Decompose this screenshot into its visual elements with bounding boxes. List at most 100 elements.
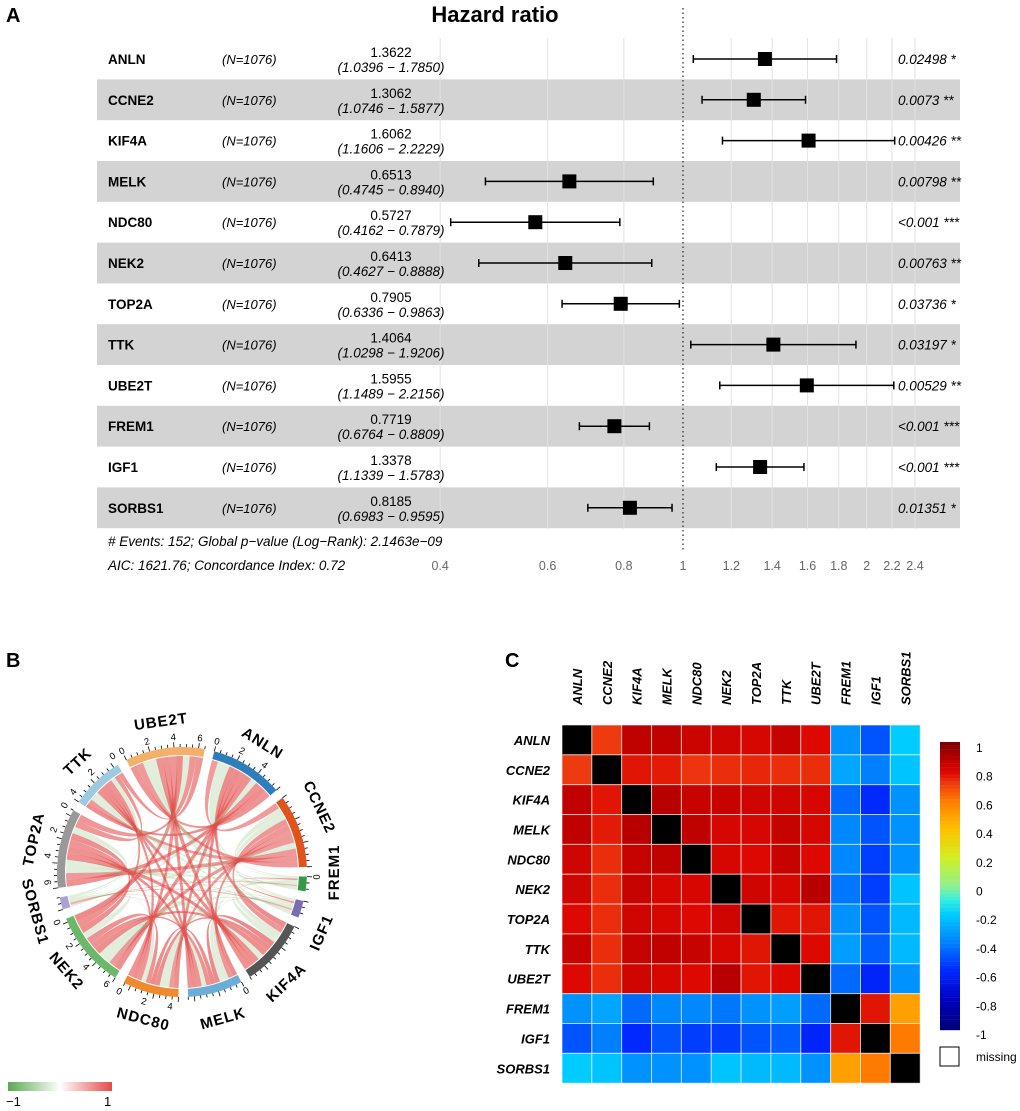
colorbar-tick: 0.2: [976, 856, 993, 870]
sector-tick: [206, 994, 208, 998]
heatmap-cell: [561, 754, 593, 786]
heatmap-cell: [710, 843, 742, 875]
sector-tick: [258, 768, 262, 774]
sector-tick-label: 0: [108, 751, 118, 763]
chord-link: [234, 879, 298, 938]
heatmap-cell: [889, 784, 921, 816]
heatmap-cell: [860, 963, 891, 995]
sector-tick: [231, 754, 234, 758]
colorbar-segment: [940, 922, 960, 926]
colorbar-segment: [940, 803, 960, 807]
colorbar-tick: -1: [976, 1028, 987, 1042]
sector-tick: [64, 819, 68, 822]
row-band: [97, 79, 960, 121]
sector-tick-label: 2: [143, 736, 151, 748]
forest-title: Hazard ratio: [431, 2, 558, 27]
colorbar-segment: [940, 756, 960, 761]
ci-value: (1.0396 − 1.7850): [338, 60, 445, 75]
sector-tick: [123, 982, 126, 987]
x-tick-label: 1.2: [723, 559, 740, 573]
heatmap-cell: [860, 784, 891, 816]
colorbar-segment: [940, 857, 960, 861]
heatmap-row-label: IGF1: [521, 1031, 550, 1046]
hr-value: 1.3622: [370, 45, 411, 60]
heatmap-col-label: TTK: [779, 678, 794, 705]
heatmap-cell: [710, 784, 742, 816]
sector-tick: [288, 937, 292, 940]
sector-tick: [273, 956, 277, 960]
colorbar-segment: [940, 886, 960, 890]
chord-sector: [297, 876, 307, 892]
chord-link: [70, 833, 131, 933]
heatmap-cell: [770, 933, 802, 965]
sector-tick: [73, 938, 77, 941]
colorbar-segment: [940, 810, 960, 815]
chord-link: [232, 819, 288, 933]
heatmap-cell: [770, 1023, 802, 1054]
colorbar-tick: 0.8: [976, 770, 993, 784]
heatmap-cell: [830, 1023, 862, 1054]
forest-footer-aic: AIC: 1621.76; Concordance Index: 0.72: [107, 558, 346, 573]
sector-label: ANLN: [238, 724, 286, 763]
n-label: (N=1076): [222, 174, 277, 189]
heatmap-col-label: CCNE2: [600, 660, 615, 705]
chord-link: [86, 913, 159, 984]
sector-tick-label: 2: [237, 745, 247, 757]
heatmap-cell: [860, 754, 891, 786]
sector-tick: [158, 994, 161, 999]
sector-tick-label: 0: [312, 874, 323, 880]
x-tick-label: 1.6: [799, 559, 816, 573]
heatmap-cell: [800, 873, 832, 905]
colorbar-segment: [940, 745, 960, 750]
sector-label: IGF1: [307, 912, 337, 953]
heatmap-cell: [651, 724, 682, 756]
sector-tick: [254, 973, 258, 977]
heatmap-cell: [710, 933, 742, 965]
sector-tick: [229, 987, 232, 991]
row-band: [97, 405, 960, 447]
p-value: 0.01351 *: [898, 501, 957, 516]
n-label: (N=1076): [222, 134, 277, 149]
heatmap-col-label: KIF4A: [630, 667, 645, 705]
heatmap-cell: [800, 993, 832, 1025]
hr-point: [746, 92, 761, 107]
heatmap-cell: [621, 814, 653, 845]
sector-tick: [301, 906, 305, 909]
sector-tick: [304, 847, 308, 849]
sector-tick: [112, 977, 116, 983]
n-label: (N=1076): [222, 297, 277, 312]
sector-tick-label: 0: [50, 918, 62, 927]
sector-tick: [74, 798, 79, 803]
colorbar-segment: [940, 770, 960, 775]
heatmap-cell: [680, 814, 712, 845]
heatmap-cell: [710, 903, 742, 935]
chord-link: [162, 756, 193, 988]
sector-tick: [98, 966, 101, 970]
heatmap-cell: [561, 843, 593, 875]
heatmap-cell: [680, 754, 712, 786]
sector-tick: [65, 813, 71, 817]
hr-point: [799, 378, 814, 393]
sector-tick: [276, 786, 281, 791]
colorbar-segment: [940, 1019, 960, 1023]
panel-label-c: C: [505, 650, 519, 672]
sector-tick-label: 2: [86, 767, 97, 779]
chord-legend-min: −1: [6, 1094, 21, 1109]
sector-tick: [224, 989, 226, 993]
chord-link: [69, 891, 131, 939]
heatmap-cell: [591, 963, 623, 995]
sector-tick: [142, 750, 144, 754]
colorbar-segment: [940, 846, 960, 851]
correlation-heatmap: ANLN ANLN CCNE2 CCNE2 KIF4A KIF4A MELK MELK NDC8…: [497, 652, 1017, 1084]
heatmap-cell: [651, 1052, 682, 1084]
colorbar-tick: 0: [976, 885, 983, 899]
chord-link: [127, 756, 177, 977]
colorbar-segment: [940, 878, 960, 883]
sector-tick-label: 6: [101, 978, 112, 990]
sector-tick-label: 0: [213, 736, 221, 748]
sector-tick: [241, 981, 245, 987]
heatmap-cell: [561, 1023, 593, 1054]
hr-point: [558, 256, 573, 270]
gene-label: TOP2A: [108, 297, 153, 312]
hr-point: [766, 337, 781, 352]
